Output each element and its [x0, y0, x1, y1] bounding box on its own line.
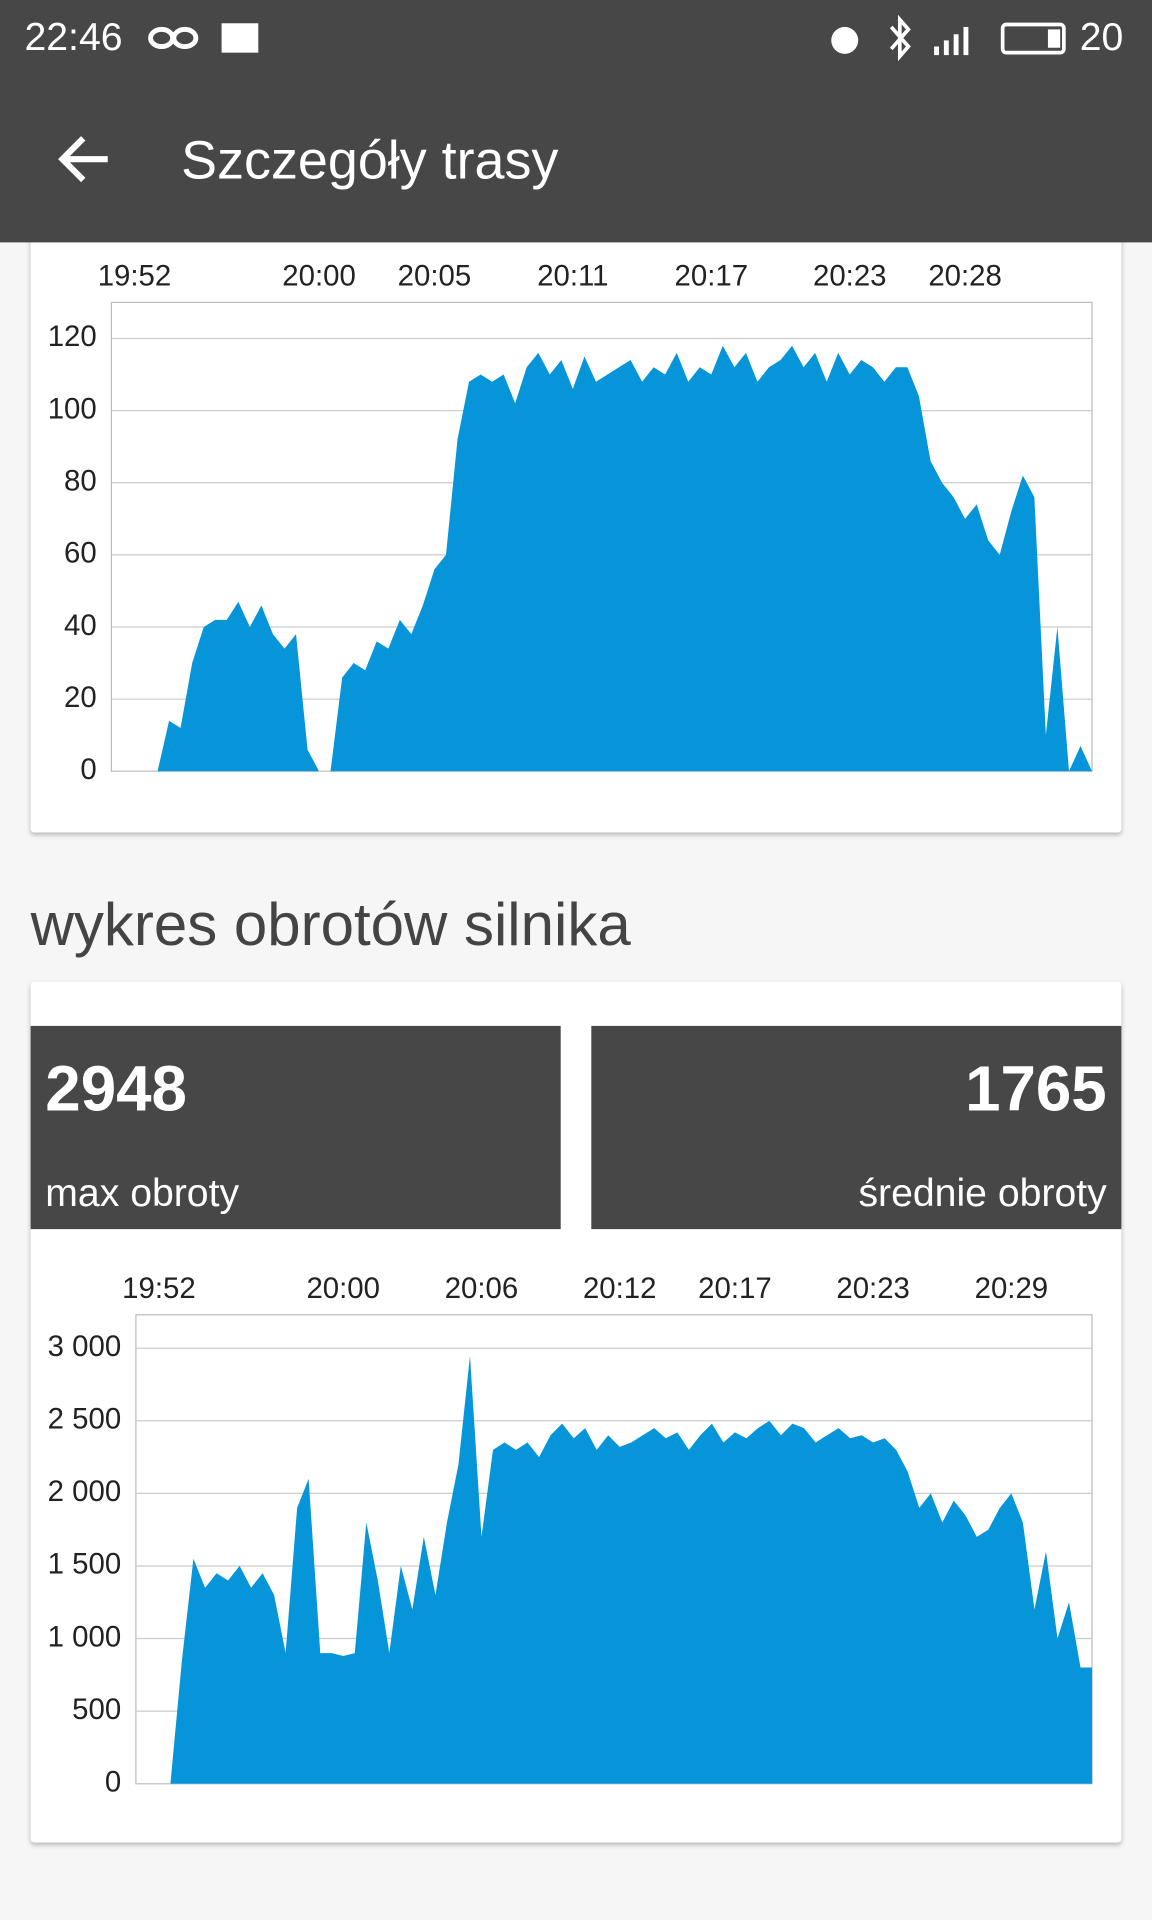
battery-icon — [1000, 22, 1066, 55]
y-tick-label: 1 500 — [48, 1548, 122, 1581]
x-tick-label: 19:52 — [98, 260, 172, 293]
stat-value: 2948 — [45, 1054, 187, 1126]
signal-icon — [934, 26, 969, 56]
x-tick-label: 20:29 — [975, 1272, 1049, 1305]
x-tick-label: 20:11 — [537, 260, 608, 293]
y-tick-label: 3 000 — [48, 1330, 122, 1363]
icons — [58, 14, 1066, 183]
y-tick-label: 60 — [64, 537, 97, 570]
area — [135, 1355, 1093, 1784]
y-tick-label: 1 000 — [48, 1620, 122, 1653]
section-title: wykres obrotów silnika — [30, 892, 631, 959]
y-tick-label: 80 — [64, 464, 97, 497]
app-bar: 22:46 20 Szczegóły trasy — [0, 0, 1152, 243]
y-tick-label: 100 — [48, 392, 97, 425]
stat-value: 1765 — [965, 1054, 1107, 1126]
screen-title: Szczegóły trasy — [181, 130, 559, 191]
x-tick-label: 20:00 — [282, 260, 356, 293]
stat-box: 1765 średnie obroty — [591, 1025, 1122, 1230]
x-tick-label: 20:00 — [306, 1272, 380, 1305]
bt-icon — [889, 14, 911, 62]
x-tick-label: 20:28 — [928, 260, 1002, 293]
x-tick-label: 20:05 — [398, 260, 472, 293]
stat-label: średnie obroty — [858, 1170, 1107, 1215]
y-tick-label: 2 000 — [48, 1475, 122, 1508]
status-time: 22:46 — [24, 14, 123, 59]
infinity-icon — [148, 26, 199, 49]
x-tick-label: 20:12 — [583, 1272, 657, 1305]
y-tick-label: 500 — [72, 1693, 121, 1726]
stat-box: 2948 max obroty — [30, 1025, 561, 1230]
image-icon — [221, 23, 259, 53]
battery-level-text: 20 — [1079, 14, 1124, 59]
y-tick-label: 40 — [64, 609, 97, 642]
x-tick-label: 20:17 — [675, 260, 749, 293]
y-tick-label: 0 — [105, 1765, 121, 1798]
back-arrow[interactable] — [58, 136, 108, 183]
y-tick-label: 120 — [48, 320, 97, 353]
x-tick-label: 20:17 — [698, 1272, 772, 1305]
stat-label: max obroty — [45, 1170, 240, 1215]
x-tick-label: 20:06 — [445, 1272, 519, 1305]
x-tick-label: 20:23 — [836, 1272, 910, 1305]
x-tick-label: 19:52 — [122, 1272, 196, 1305]
y-tick-label: 0 — [80, 753, 96, 786]
battery-level — [1047, 29, 1061, 48]
y-tick-label: 2 500 — [48, 1403, 122, 1436]
nfc-icon — [831, 26, 859, 54]
x-tick-label: 20:23 — [813, 260, 887, 293]
area — [111, 345, 1093, 772]
y-tick-label: 20 — [64, 681, 97, 714]
